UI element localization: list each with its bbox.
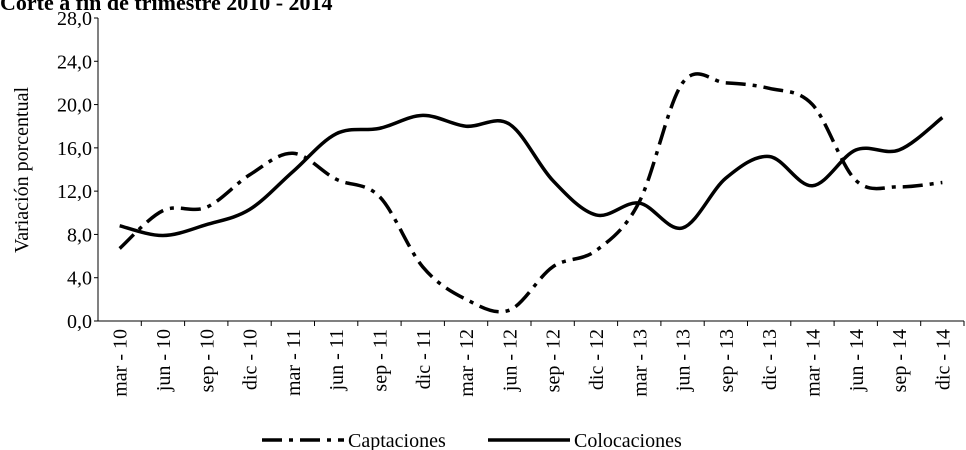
x-tick-label: jun - 12 bbox=[499, 329, 521, 392]
y-tick-label: 16,0 bbox=[57, 138, 92, 160]
x-tick-label: sep - 11 bbox=[369, 329, 391, 392]
legend-label: Captaciones bbox=[348, 430, 446, 450]
x-tick-label: sep - 13 bbox=[716, 329, 738, 392]
x-tick-label: dic - 11 bbox=[413, 329, 435, 389]
x-tick-label: mar - 11 bbox=[283, 329, 305, 396]
x-tick-label: dic - 13 bbox=[759, 329, 781, 390]
series-line bbox=[118, 72, 943, 314]
x-tick-label: dic - 14 bbox=[932, 329, 954, 390]
x-tick-label: sep - 14 bbox=[889, 329, 911, 392]
x-tick-label: dic - 10 bbox=[240, 329, 262, 390]
y-tick-label: 24,0 bbox=[57, 51, 92, 73]
x-tick-label: dic - 12 bbox=[586, 329, 608, 390]
x-tick-label: jun - 14 bbox=[846, 329, 868, 392]
x-tick-label: jun - 10 bbox=[153, 329, 175, 392]
x-tick-label: mar - 10 bbox=[110, 329, 132, 397]
series-line bbox=[119, 113, 944, 238]
y-tick-label: 28,0 bbox=[57, 8, 92, 30]
x-tick-label: sep - 12 bbox=[543, 329, 565, 392]
x-tick-label: mar - 14 bbox=[802, 329, 824, 397]
y-axis-label: Variación porcentual bbox=[11, 87, 33, 253]
y-tick-label: 4,0 bbox=[67, 268, 92, 290]
x-tick-label: mar - 12 bbox=[456, 329, 478, 397]
x-tick-label: sep - 10 bbox=[196, 329, 218, 392]
x-tick-label: jun - 13 bbox=[673, 329, 695, 392]
legend-label: Colocaciones bbox=[574, 430, 682, 450]
chart-title: Corte a fin de trimestre 2010 - 2014 bbox=[0, 0, 333, 15]
x-tick-label: jun - 11 bbox=[326, 329, 348, 391]
x-tick-label: mar - 13 bbox=[629, 329, 651, 397]
y-tick-label: 0,0 bbox=[67, 311, 92, 333]
y-tick-label: 20,0 bbox=[57, 95, 92, 117]
y-tick-label: 12,0 bbox=[57, 181, 92, 203]
y-tick-label: 8,0 bbox=[67, 224, 92, 246]
